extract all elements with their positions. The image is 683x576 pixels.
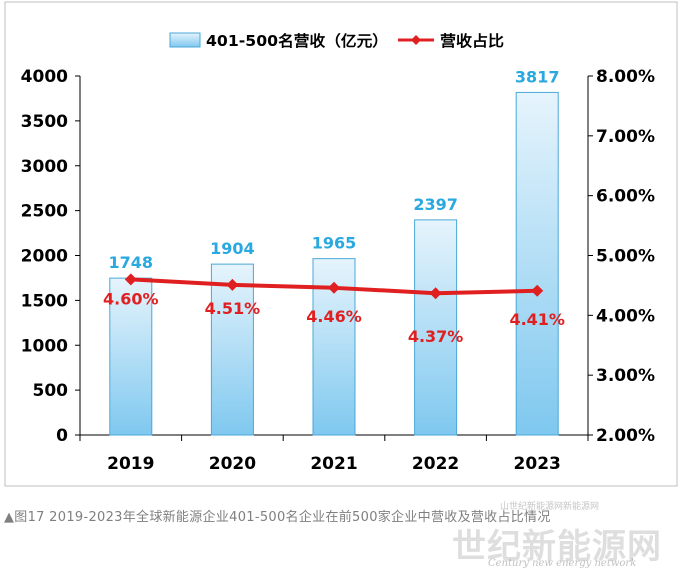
y2-tick-label: 5.00% — [596, 247, 655, 267]
bar-data-label: 1748 — [109, 253, 154, 272]
line-point — [328, 281, 340, 294]
x-tick-label: 2023 — [514, 454, 561, 474]
y-tick-label: 500 — [33, 381, 69, 401]
watermark-subtitle: Century new energy network — [488, 558, 637, 569]
line-point — [124, 273, 137, 286]
legend-bar-label: 401-500名营收（亿元） — [206, 32, 388, 50]
y-tick-label: 0 — [56, 426, 68, 446]
bar-data-label: 3817 — [515, 67, 560, 86]
legend: 401-500名营收（亿元） 营收占比 — [169, 32, 504, 50]
x-tick-label: 2021 — [310, 454, 357, 474]
y-tick-label: 3500 — [21, 112, 68, 132]
bar — [210, 263, 254, 436]
y2-tick-label: 7.00% — [596, 127, 655, 147]
figure-caption: ▲图17 2019-2023年全球新能源企业401-500名企业在前500家企业… — [4, 510, 551, 525]
y-tick-label: 3000 — [21, 157, 68, 177]
y2-tick-label: 4.00% — [596, 306, 655, 326]
line-point — [226, 278, 239, 291]
y-tick-label: 2000 — [21, 247, 68, 267]
y2-tick-label: 6.00% — [596, 187, 655, 207]
data-labels: 1748 1904 1965 2397 3817 4.60% 4.51% 4.46% 4.37%… — [103, 67, 565, 346]
bar — [109, 277, 153, 436]
line-data-label: 4.51% — [205, 299, 261, 318]
line-series — [124, 273, 544, 300]
x-tick-label: 2022 — [412, 454, 459, 474]
x-tick-label: 2020 — [209, 454, 256, 474]
line-point — [429, 287, 442, 300]
y2-tick-label: 2.00% — [596, 426, 655, 446]
line-data-label: 4.41% — [509, 310, 565, 329]
legend-line-label: 营收占比 — [440, 32, 504, 50]
x-tick-label: 2019 — [107, 454, 154, 474]
bar — [515, 91, 559, 436]
axes: 0 500 1000 1500 2000 2500 3000 3500 4000 2.00% 3.0… — [21, 67, 655, 474]
legend-bar-swatch — [169, 32, 201, 48]
line-data-label: 4.46% — [306, 307, 362, 326]
y-tick-label: 1000 — [21, 336, 68, 356]
y2-tick-label: 8.00% — [596, 67, 655, 87]
bar-data-label: 2397 — [413, 195, 458, 214]
y2-tick-label: 3.00% — [596, 366, 655, 386]
y-tick-label: 2500 — [21, 202, 68, 222]
bar — [414, 219, 458, 436]
watermark-top-text: 山世纪新能源网新能源网 — [500, 502, 600, 512]
bar-data-label: 1904 — [210, 239, 255, 258]
watermark-logo-text: 世纪新能源网 — [452, 527, 662, 567]
y-tick-label: 4000 — [21, 67, 68, 87]
line-data-label: 4.37% — [408, 327, 464, 346]
legend-line-marker — [411, 35, 421, 45]
line-data-label: 4.60% — [103, 289, 159, 308]
bar-data-label: 1965 — [312, 234, 357, 253]
line-point — [531, 284, 544, 297]
y-tick-label: 1500 — [21, 291, 68, 311]
